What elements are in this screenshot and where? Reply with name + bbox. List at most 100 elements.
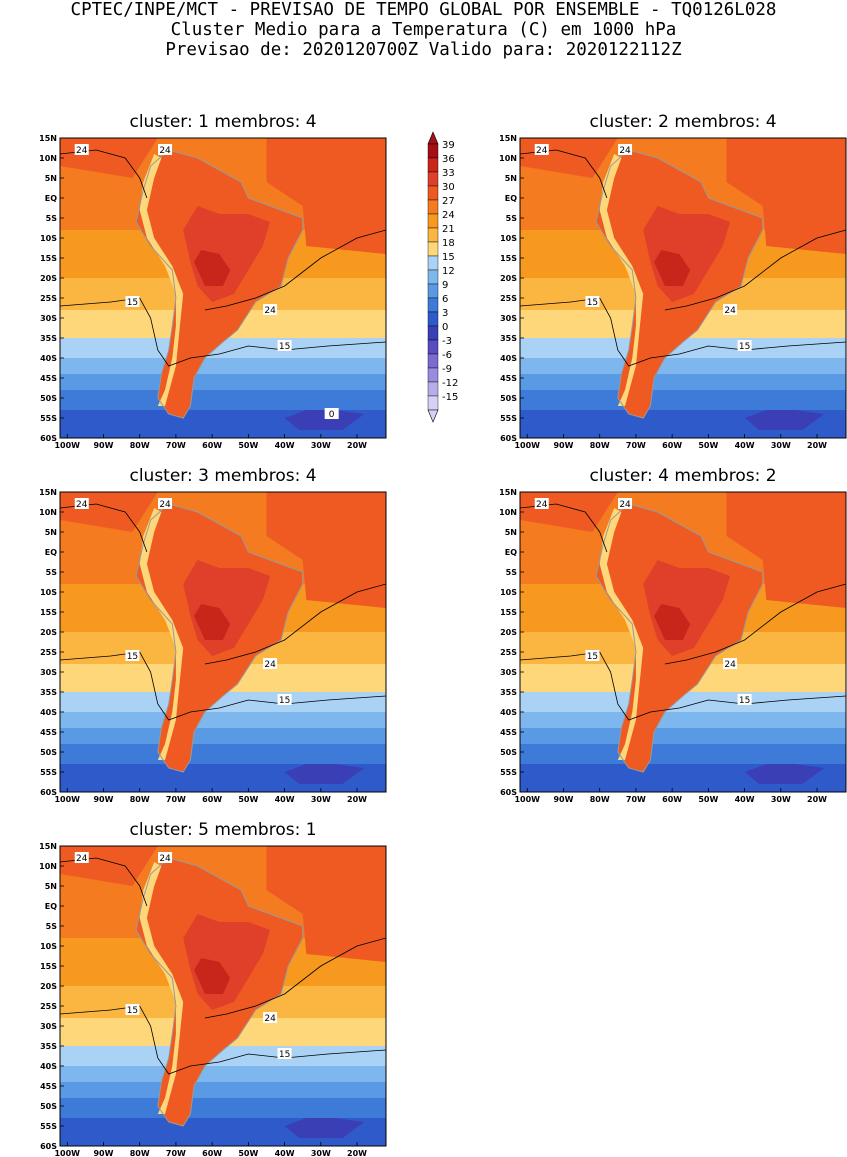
lat-tick-label: 5N xyxy=(505,174,517,183)
colorbar-segment xyxy=(427,157,439,173)
colorbar-tick-label: 9 xyxy=(442,280,448,291)
contour-label-box xyxy=(74,498,89,509)
coastline xyxy=(595,503,764,773)
lat-tick-label: 50S xyxy=(500,394,517,403)
colorbar-segment xyxy=(427,143,439,159)
colorbar-segment xyxy=(427,325,439,341)
temperature-band xyxy=(520,338,846,359)
colorbar-segment xyxy=(427,367,439,383)
lon-tick-label: 80W xyxy=(130,1149,150,1157)
lat-tick-label: 60S xyxy=(500,434,517,443)
contour-label-text: 15 xyxy=(279,696,290,706)
temperature-band xyxy=(520,358,846,375)
panel-title-3: cluster: 3 membros: 4 xyxy=(129,466,317,486)
cold-region xyxy=(744,410,825,430)
lon-tick-label: 40W xyxy=(275,795,295,804)
lon-tick-label: 60W xyxy=(662,795,682,804)
colorbar-tick-label: 3 xyxy=(442,308,448,319)
lon-tick-label: 90W xyxy=(93,795,113,804)
lat-tick-label: 5N xyxy=(45,528,57,537)
lat-tick-label: 25S xyxy=(40,1002,57,1011)
panel-title-4: cluster: 4 membros: 2 xyxy=(589,466,777,486)
temperature-band xyxy=(60,390,386,411)
andes-cool-region xyxy=(139,154,184,406)
temperature-band xyxy=(60,1066,386,1083)
contour-line xyxy=(204,229,387,311)
contour-label: 24 xyxy=(74,852,89,864)
map-frame xyxy=(519,491,847,793)
colorbar-tick-label: 30 xyxy=(442,182,455,193)
lon-tick-label: 50W xyxy=(698,795,718,804)
colorbar-tick-label: 24 xyxy=(442,210,455,221)
lat-tick-label: 10S xyxy=(40,234,57,243)
contour-label-box xyxy=(737,340,752,351)
contour-label-text: 24 xyxy=(724,306,736,316)
lat-tick-label: 5S xyxy=(46,568,58,577)
lat-tick-label: 25S xyxy=(500,294,517,303)
contour-label: 24 xyxy=(263,658,278,670)
coastline xyxy=(135,857,304,1127)
lat-tick-label: 45S xyxy=(500,728,517,737)
lon-tick-label: 90W xyxy=(553,795,573,804)
contour-label-text: 24 xyxy=(724,660,736,670)
hottest-region xyxy=(194,250,231,286)
contour-label-box xyxy=(263,1012,278,1023)
lon-tick-label: 20W xyxy=(807,441,827,450)
andes-cool-region xyxy=(139,862,184,1114)
temperature-band xyxy=(60,744,386,765)
contour-label: 15 xyxy=(125,1004,140,1016)
lon-tick-label: 20W xyxy=(347,1149,367,1157)
lat-tick-label: 10S xyxy=(40,942,57,951)
lon-tick-label: 40W xyxy=(275,1149,295,1157)
lat-tick-label: 50S xyxy=(500,748,517,757)
lat-tick-label: 35S xyxy=(500,688,517,697)
colorbar-tick-label: 33 xyxy=(442,168,455,179)
colorbar-segment xyxy=(427,353,439,369)
lat-tick-label: 45S xyxy=(40,728,57,737)
temperature-band xyxy=(520,374,846,391)
map-frame xyxy=(59,845,387,1147)
lon-tick-label: 100W xyxy=(54,1149,80,1157)
contour-label-text: 24 xyxy=(264,1014,276,1024)
contour-label-box xyxy=(125,296,140,307)
lon-tick-label: 50W xyxy=(698,441,718,450)
warm-region xyxy=(266,492,386,608)
cold-region xyxy=(284,1118,365,1138)
colorbar-tick-label: -15 xyxy=(442,392,458,403)
contour-label: 15 xyxy=(737,694,752,706)
contour-label: 24 xyxy=(723,304,738,316)
hottest-region xyxy=(194,604,231,640)
colorbar-segment xyxy=(427,255,439,271)
contour-label-box xyxy=(125,1004,140,1015)
temperature-band xyxy=(60,338,386,359)
contour-label-box xyxy=(263,304,278,315)
lat-tick-label: EQ xyxy=(45,902,57,911)
colorbar-segment xyxy=(427,269,439,285)
header-line-2: Cluster Medio para a Temperatura (C) em … xyxy=(170,20,677,40)
colorbar-tick-label: -6 xyxy=(442,350,452,361)
lon-tick-label: 50W xyxy=(238,441,258,450)
lat-tick-label: 35S xyxy=(40,1042,57,1051)
lat-tick-label: 5N xyxy=(505,528,517,537)
lon-tick-label: 80W xyxy=(590,795,610,804)
contour-label-text: 24 xyxy=(76,146,88,156)
map-frame xyxy=(519,137,847,439)
contour-label-box xyxy=(277,340,292,351)
contour-label-box xyxy=(324,408,339,419)
lon-tick-label: 100W xyxy=(514,795,540,804)
temperature-band xyxy=(520,692,846,713)
lat-tick-label: 25S xyxy=(500,648,517,657)
map-panel-4: 15N 10N 5N EQ 5S 10S 15S 20S 25S 30S 35S 40S 45S 50S 5… xyxy=(499,488,847,804)
contour-label-text: 24 xyxy=(264,660,276,670)
contour-label-text: 15 xyxy=(279,342,290,352)
map-frame xyxy=(59,491,387,793)
lat-tick-label: 40S xyxy=(40,354,57,363)
contour-label-box xyxy=(618,144,633,155)
lat-tick-label: 30S xyxy=(40,314,57,323)
figure-header: CPTEC/INPE/MCT - PREVISAO DE TEMPO GLOBA… xyxy=(0,0,847,60)
temperature-band xyxy=(60,1082,386,1099)
lat-tick-label: 25S xyxy=(40,294,57,303)
map-panel-1: 15N 10N 5N EQ 5S 10S 15S 20S 25S 30S 35S 40S 45S 50S 5… xyxy=(39,134,387,450)
contour-label-text: 15 xyxy=(279,1050,290,1060)
contour-label: 15 xyxy=(277,1048,292,1060)
